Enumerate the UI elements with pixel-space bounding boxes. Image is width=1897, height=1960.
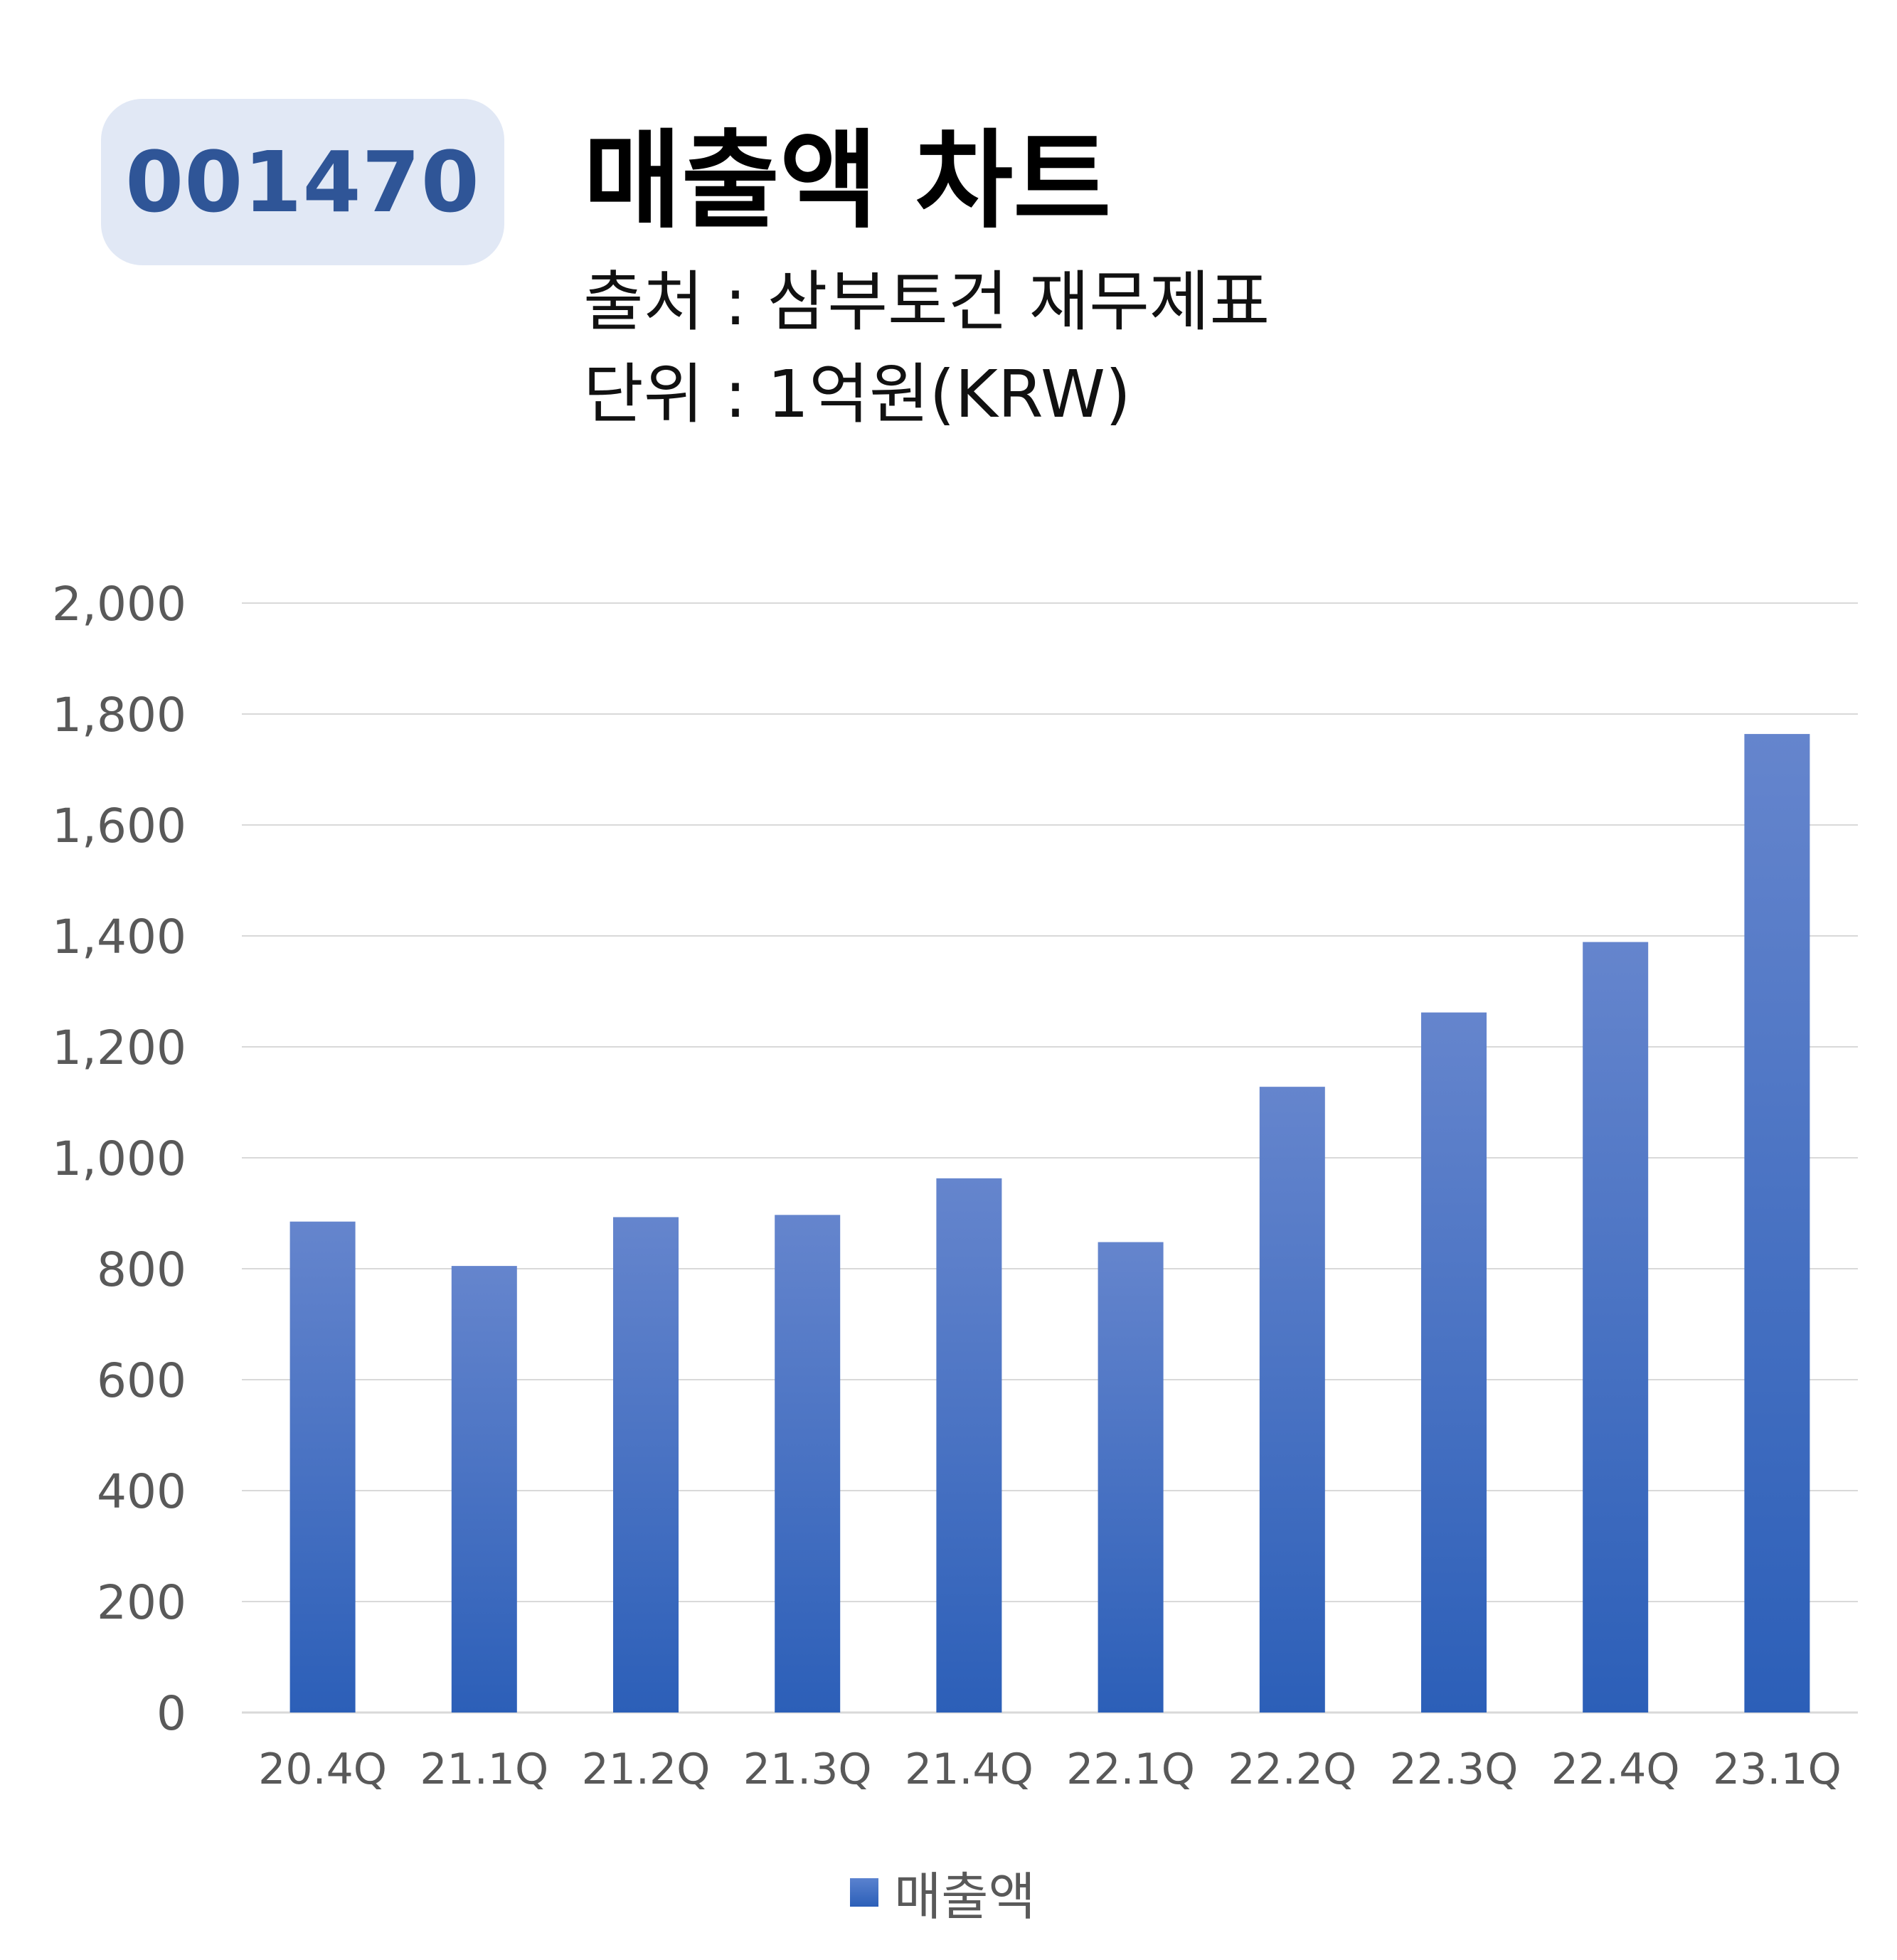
bar — [1744, 734, 1810, 1713]
x-tick-label: 22.1Q — [1066, 1745, 1195, 1794]
y-tick-label: 1,200 — [52, 1021, 186, 1075]
y-axis-ticks: 0 200 400 600 800 1,000 1,200 1,400 1,600 1,800 2,… — [52, 577, 186, 1741]
bars — [289, 734, 1810, 1713]
bar — [775, 1215, 841, 1713]
ticker-badge: 001470 — [101, 99, 504, 265]
unit-line: 단위 : 1억원(KRW) — [583, 356, 1131, 432]
y-tick-label: 0 — [156, 1686, 186, 1741]
x-tick-label: 20.4Q — [258, 1745, 387, 1794]
bar — [1259, 1087, 1325, 1713]
bar — [1421, 1012, 1487, 1713]
source-line: 출처 : 삼부토건 재무제표 — [583, 264, 1270, 340]
bar — [289, 1221, 356, 1713]
y-tick-label: 2,000 — [52, 577, 186, 632]
bar — [936, 1178, 1002, 1713]
y-tick-label: 1,400 — [52, 910, 186, 964]
y-tick-label: 200 — [97, 1575, 186, 1630]
bar — [1583, 942, 1649, 1713]
bar — [451, 1266, 517, 1713]
y-tick-label: 1,800 — [52, 688, 186, 742]
y-tick-label: 400 — [97, 1464, 186, 1519]
chart-title: 매출액 차트 — [583, 119, 1112, 243]
legend-swatch — [850, 1878, 878, 1907]
x-tick-label: 23.1Q — [1713, 1745, 1842, 1794]
x-tick-label: 21.2Q — [582, 1745, 711, 1794]
x-axis-ticks: 20.4Q 21.1Q 21.2Q 21.3Q 21.4Q 22.1Q 22.2Q 22.3Q… — [258, 1745, 1842, 1794]
y-tick-label: 1,600 — [52, 799, 186, 853]
legend: 매출액 — [850, 1855, 1036, 1929]
legend-label: 매출액 — [894, 1867, 1036, 1927]
x-tick-label: 22.2Q — [1228, 1745, 1356, 1794]
x-tick-label: 22.4Q — [1551, 1745, 1680, 1794]
x-tick-label: 21.4Q — [905, 1745, 1033, 1794]
ticker-code: 001470 — [125, 133, 480, 231]
y-tick-label: 600 — [97, 1353, 186, 1408]
bar — [1098, 1242, 1164, 1713]
bar — [613, 1217, 679, 1713]
x-tick-label: 21.3Q — [743, 1745, 872, 1794]
x-tick-label: 22.3Q — [1390, 1745, 1519, 1794]
x-tick-label: 21.1Q — [420, 1745, 548, 1794]
y-tick-label: 1,000 — [52, 1131, 186, 1186]
y-tick-label: 800 — [97, 1242, 186, 1297]
